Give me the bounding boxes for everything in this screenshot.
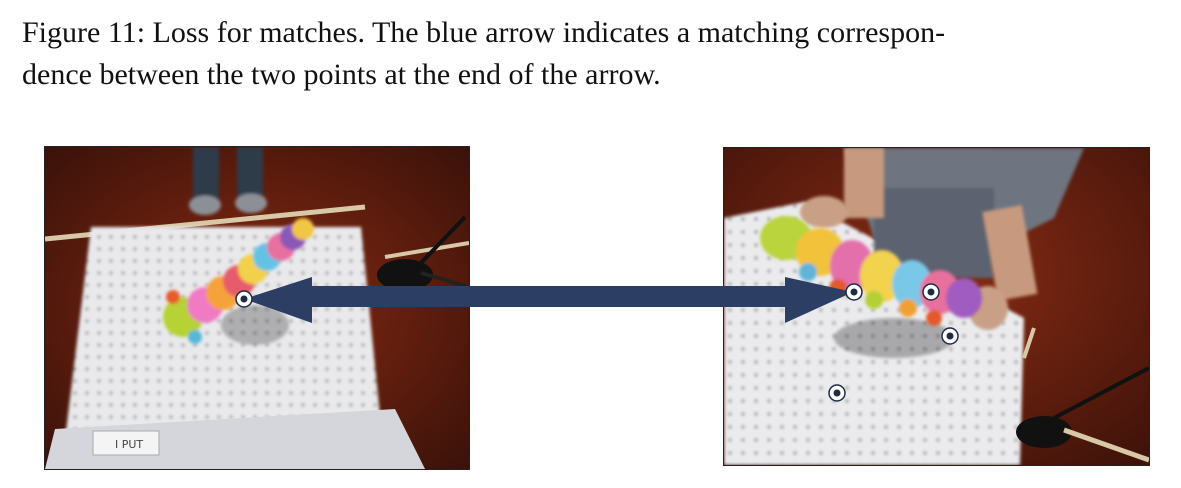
caption-line-1: Figure 11: Loss for matches. The blue ar… xyxy=(22,16,946,49)
caterpillar-toy-right xyxy=(760,216,982,326)
left-photo-scene: I PUT xyxy=(45,147,469,469)
right-image xyxy=(723,147,1150,466)
figure-caption: Figure 11: Loss for matches. The blue ar… xyxy=(22,12,1162,96)
left-image: I PUT xyxy=(44,146,470,470)
label-card-text: I PUT xyxy=(115,438,143,451)
caption-line-2: dence between the two points at the end … xyxy=(22,58,661,91)
right-photo-scene xyxy=(724,148,1149,465)
